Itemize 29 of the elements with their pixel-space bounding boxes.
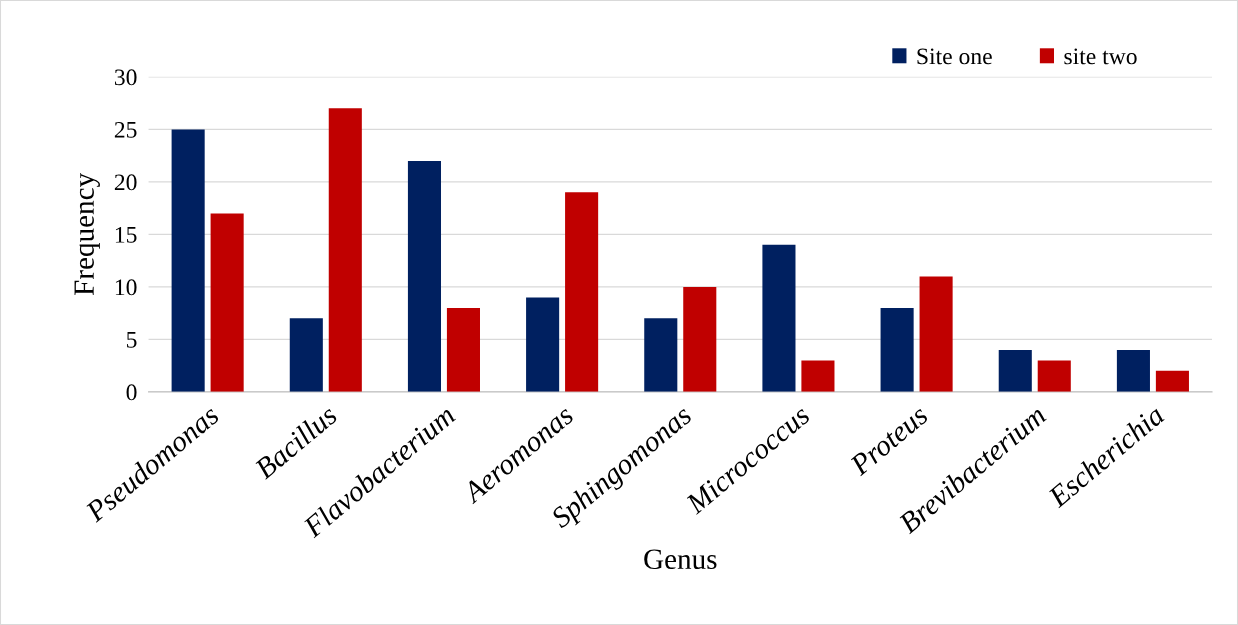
bar [407,160,442,392]
bar [683,286,717,392]
y-tick-label: 25 [114,121,137,138]
bar [1155,370,1189,392]
bar [565,192,599,392]
y-tick-label: 0 [126,384,137,401]
y-tick-label: 10 [115,279,137,296]
bar [289,318,323,392]
bar [1037,360,1071,392]
y-tick-label: 15 [115,226,137,243]
bar [880,307,914,392]
y-axis-title: Frequency [74,172,100,296]
bar [446,307,480,392]
bar [210,213,244,392]
bar [1116,349,1150,392]
bar [998,349,1032,392]
bar [762,244,796,392]
x-axis-title: Genus [644,549,717,570]
y-tick-label: 20 [114,174,137,191]
y-tick-label: 30 [114,69,137,86]
bar [171,129,205,392]
bar [526,297,560,392]
bar [919,276,953,392]
bar [644,318,678,392]
bar [801,360,835,392]
y-tick-label: 5 [127,332,137,348]
legend-label: Site one [917,48,992,65]
bar [328,108,362,392]
legend-label: site two [1064,48,1137,65]
